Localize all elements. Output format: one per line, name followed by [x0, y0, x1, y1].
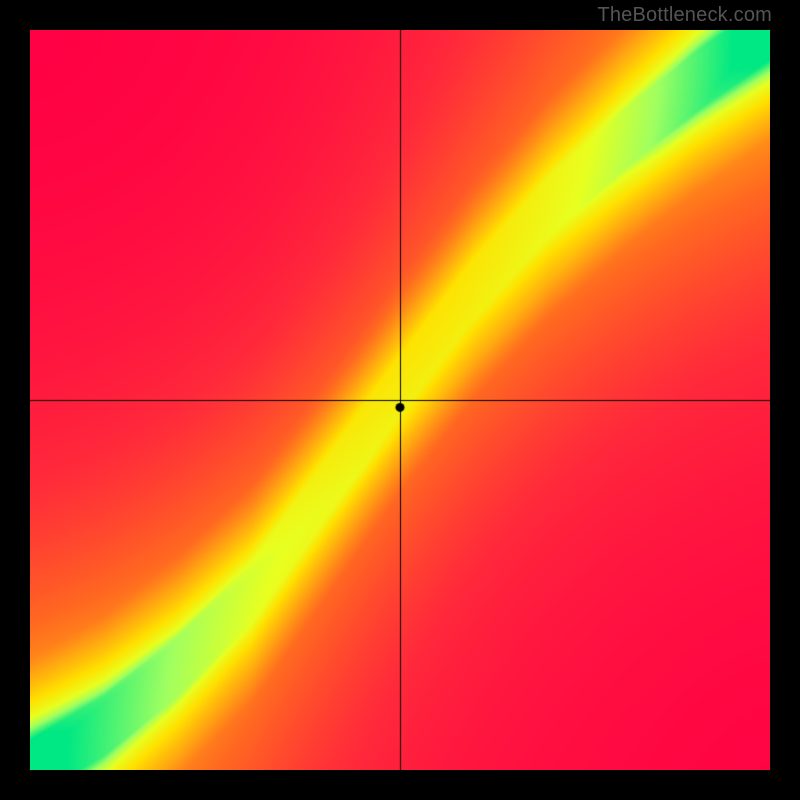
watermark-text: TheBottleneck.com [597, 4, 772, 27]
plot-area [30, 30, 770, 770]
heatmap-canvas [30, 30, 770, 770]
chart-frame: TheBottleneck.com [0, 0, 800, 800]
